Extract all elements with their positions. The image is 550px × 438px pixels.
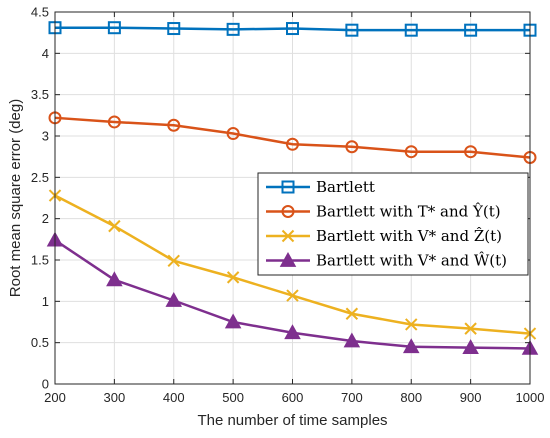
y-tick-label: 2 [42, 211, 49, 226]
marker-stroke [108, 219, 121, 233]
marker-stroke [345, 307, 359, 320]
x-tick-label: 200 [44, 390, 66, 405]
marker-stroke [464, 322, 477, 335]
marker-stroke [281, 229, 295, 243]
legend-marker [281, 180, 295, 194]
x-tick-label: 600 [282, 390, 304, 405]
data-point [167, 22, 181, 36]
data-point [284, 324, 301, 340]
data-point [107, 115, 121, 129]
data-point [165, 291, 183, 307]
marker-stroke [286, 289, 299, 302]
data-point [286, 22, 299, 36]
series-line [55, 26, 530, 32]
data-point [286, 137, 299, 151]
y-tick-label: 1.5 [31, 253, 49, 268]
data-point [226, 22, 240, 36]
data-point [106, 271, 123, 287]
y-tick-label: 3.5 [31, 87, 49, 102]
marker-stroke [405, 318, 418, 331]
y-tick-label: 3 [42, 129, 49, 144]
data-point [405, 318, 418, 331]
legend-entry: Bartlett with T* and Ŷ(t) [266, 203, 501, 221]
x-tick-label: 700 [341, 390, 363, 405]
y-tick-label: 2.5 [31, 170, 49, 185]
legend-label: Bartlett with T* and Ŷ(t) [316, 203, 501, 221]
y-tick-label: 0.5 [31, 335, 49, 350]
data-point [464, 23, 478, 37]
legend-label: Bartlett [316, 178, 375, 196]
data-point [167, 118, 181, 132]
legend-entry: Bartlett with V* and Ẑ(t) [266, 227, 502, 245]
x-tick-label: 1000 [516, 390, 545, 405]
marker-stroke [167, 254, 180, 268]
data-point [107, 21, 121, 35]
y-tick-label: 0 [42, 377, 49, 392]
legend-entry: Bartlett [266, 178, 375, 196]
data-point [167, 254, 180, 268]
data-point [224, 313, 242, 329]
y-tick-label: 1 [42, 294, 49, 309]
legend-label: Bartlett with V* and Ẑ(t) [316, 227, 502, 245]
data-point [226, 127, 240, 141]
y-tick-label: 4 [42, 46, 49, 61]
legend-marker [279, 251, 297, 267]
data-point [286, 289, 299, 302]
x-axis-title: The number of time samples [197, 412, 387, 429]
legend-entry: Bartlett with V* and Ŵ(t) [266, 252, 507, 270]
data-point [404, 23, 418, 37]
data-point [226, 271, 240, 284]
series-3 [48, 189, 537, 340]
y-axis-title: Root mean square error (deg) [7, 99, 24, 297]
y-tick-label: 4.5 [31, 5, 49, 20]
data-point [345, 140, 359, 154]
data-point [402, 338, 420, 354]
data-point [108, 219, 121, 233]
series-line [54, 116, 531, 159]
legend-marker [281, 229, 295, 243]
x-tick-label: 300 [104, 390, 126, 405]
ticks: 200 300 400 500 600 700 800 900 1000 0 0.5 1 1.5 2 2.5… [31, 5, 545, 406]
legend: Bartlett Bartlett with T* and Ŷ(t) Bartlet… [257, 172, 529, 276]
data-point [462, 339, 479, 354]
x-tick-label: 400 [163, 390, 185, 405]
data-point [345, 23, 359, 37]
x-tick-label: 900 [460, 390, 482, 405]
legend-box [257, 172, 529, 276]
series-layer [46, 21, 539, 355]
legend-label: Bartlett with V* and Ŵ(t) [316, 252, 507, 270]
marker-stroke [226, 271, 240, 284]
data-point [343, 332, 361, 348]
data-point [404, 145, 418, 159]
x-tick-label: 800 [400, 390, 422, 405]
series-1 [48, 21, 537, 37]
data-point [464, 145, 478, 159]
legend-marker [281, 205, 295, 218]
x-tick-label: 500 [222, 390, 244, 405]
data-point [464, 322, 477, 335]
data-point [345, 307, 359, 320]
